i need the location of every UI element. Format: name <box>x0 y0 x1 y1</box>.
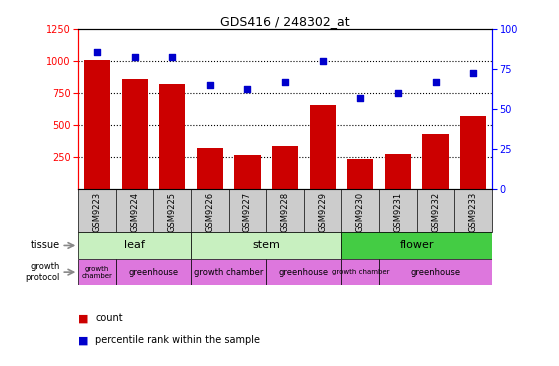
Text: tissue: tissue <box>30 240 59 250</box>
Text: growth chamber: growth chamber <box>331 269 389 275</box>
Bar <box>121 79 148 189</box>
Text: GSM9227: GSM9227 <box>243 191 252 232</box>
Text: GSM9232: GSM9232 <box>431 191 440 232</box>
Point <box>468 70 477 75</box>
Text: GSM9233: GSM9233 <box>468 191 477 232</box>
Point <box>356 95 365 101</box>
Text: ■: ■ <box>78 335 89 346</box>
Point <box>394 90 402 96</box>
Text: percentile rank within the sample: percentile rank within the sample <box>95 335 260 346</box>
Bar <box>342 259 379 285</box>
Text: ■: ■ <box>78 313 89 324</box>
Text: growth chamber: growth chamber <box>194 268 263 277</box>
Bar <box>84 60 110 189</box>
Text: GSM9224: GSM9224 <box>130 191 139 232</box>
Bar <box>191 232 342 259</box>
Text: GSM9223: GSM9223 <box>93 191 102 232</box>
Bar <box>379 259 492 285</box>
Bar <box>197 148 223 189</box>
Point <box>243 86 252 92</box>
Bar <box>116 259 191 285</box>
Text: leaf: leaf <box>124 240 145 250</box>
Bar <box>191 259 266 285</box>
Text: count: count <box>95 313 122 324</box>
Text: GSM9231: GSM9231 <box>394 191 402 232</box>
Bar <box>342 232 492 259</box>
Point <box>431 79 440 85</box>
Bar <box>159 84 186 189</box>
Point <box>205 82 214 88</box>
Point <box>93 49 102 55</box>
Point <box>130 53 139 59</box>
Bar <box>385 154 411 189</box>
Text: greenhouse: greenhouse <box>279 268 329 277</box>
Bar <box>78 259 116 285</box>
Bar <box>347 158 373 189</box>
Title: GDS416 / 248302_at: GDS416 / 248302_at <box>220 15 350 28</box>
Point <box>281 79 290 85</box>
Text: growth
protocol: growth protocol <box>25 262 59 282</box>
Text: GSM9229: GSM9229 <box>318 191 327 232</box>
Bar <box>460 116 486 189</box>
Bar <box>78 232 191 259</box>
Bar <box>266 259 342 285</box>
Bar <box>272 146 299 189</box>
Text: GSM9226: GSM9226 <box>205 191 215 232</box>
Text: stem: stem <box>252 240 280 250</box>
Text: GSM9225: GSM9225 <box>168 191 177 232</box>
Text: flower: flower <box>400 240 434 250</box>
Text: GSM9228: GSM9228 <box>281 191 290 232</box>
Bar <box>423 134 449 189</box>
Text: greenhouse: greenhouse <box>410 268 461 277</box>
Text: growth
chamber: growth chamber <box>82 266 112 279</box>
Bar <box>234 156 260 189</box>
Bar <box>310 105 336 189</box>
Point <box>318 58 327 64</box>
Text: GSM9230: GSM9230 <box>356 191 365 232</box>
Point <box>168 53 177 59</box>
Text: greenhouse: greenhouse <box>129 268 178 277</box>
